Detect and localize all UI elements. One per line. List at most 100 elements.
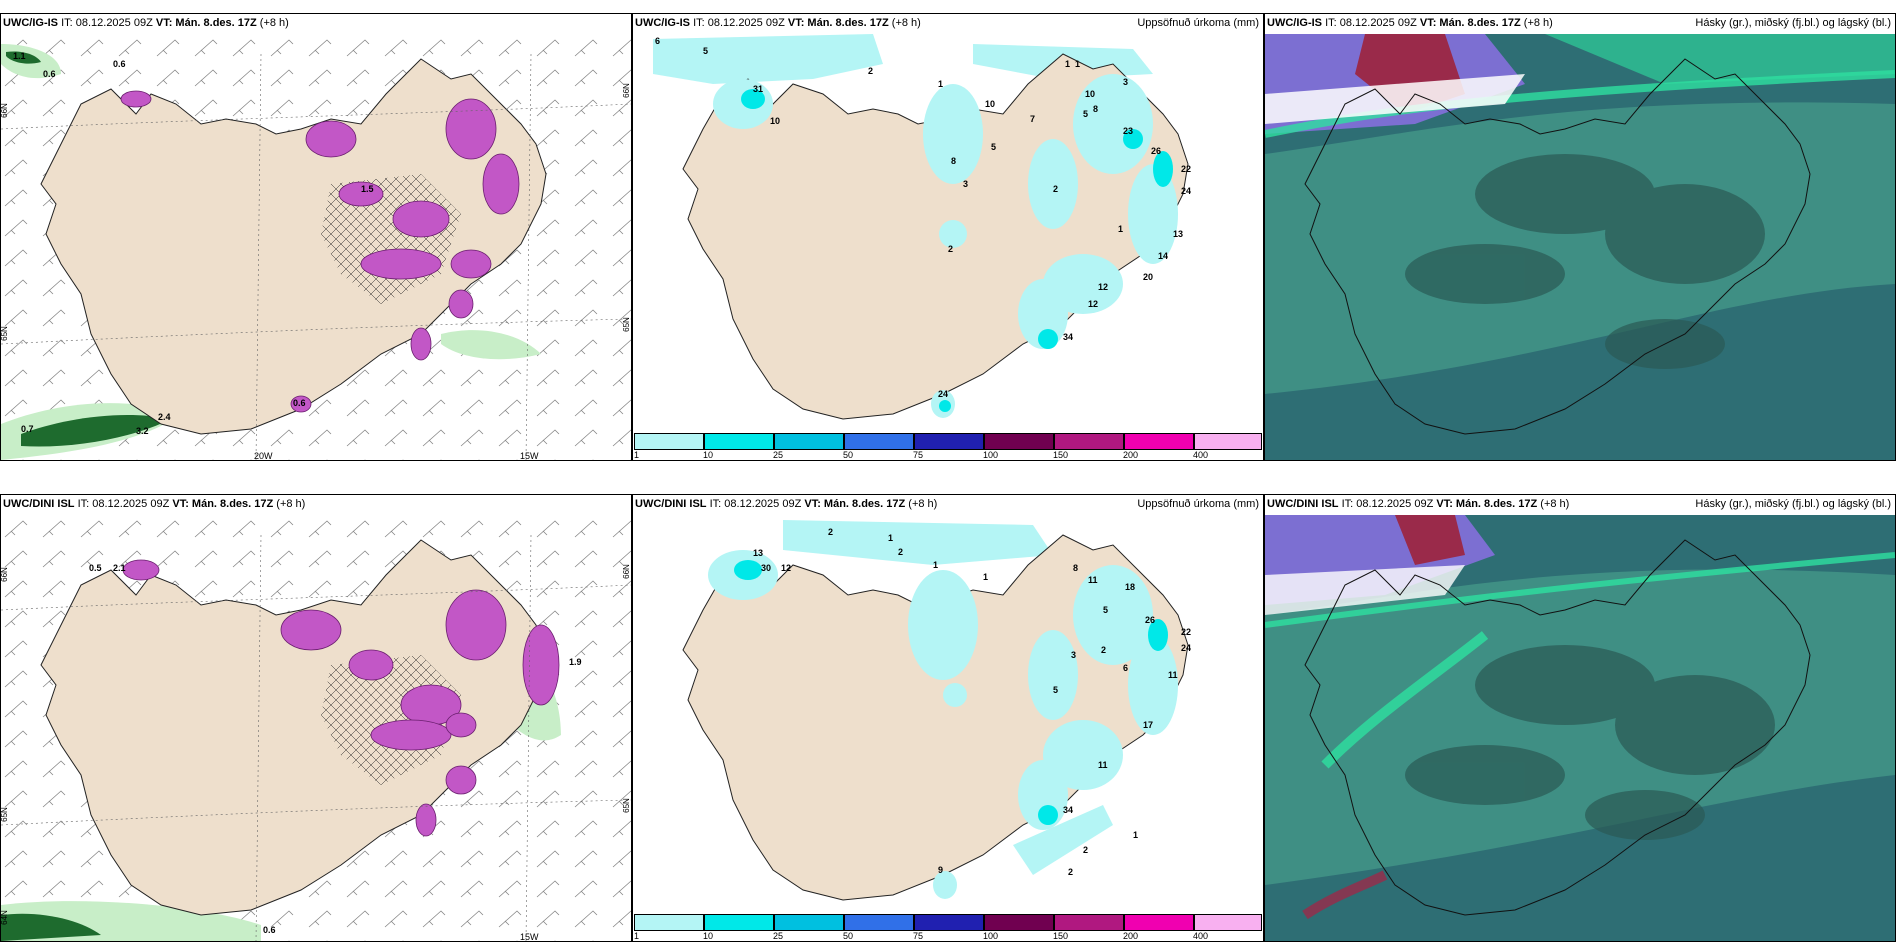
lat-label: 66N <box>621 564 631 579</box>
value-label: 10 <box>985 99 996 109</box>
value-label: 0.5 <box>89 563 102 573</box>
lat-label: 66N <box>0 567 9 582</box>
value-label: 2 <box>1053 184 1059 194</box>
lat-label: 65N <box>0 326 9 341</box>
value-label: 31 <box>753 84 764 94</box>
colorbar-swatch <box>844 433 914 450</box>
value-label: 2 <box>1083 845 1089 855</box>
precip-title: Uppsöfnuð úrkoma (mm) <box>1137 17 1259 29</box>
value-label: 2 <box>898 547 904 557</box>
lat-label: 65N <box>0 807 9 822</box>
value-label: 10 <box>770 116 781 126</box>
value-label: 22 <box>1181 627 1192 637</box>
wind-snow-panel-top: UWC/IG-IS IT: 08.12.2025 09Z VT: Mán. 8.… <box>0 13 632 461</box>
value-label: 0.6 <box>263 925 276 935</box>
value-label: 3 <box>1071 650 1077 660</box>
value-label: 0.6 <box>43 69 56 79</box>
value-label: 11 <box>1098 760 1108 770</box>
map-cloud <box>1265 34 1895 460</box>
value-label: 1 <box>1075 59 1081 69</box>
value-label: 1 <box>1065 59 1071 69</box>
colorbar-tick: 100 <box>983 450 999 460</box>
cloud-panel-top: UWC/IG-IS IT: 08.12.2025 09Z VT: Mán. 8.… <box>1264 13 1896 461</box>
colorbar-tick: 1 <box>634 450 640 460</box>
value-label: 1 <box>888 533 894 543</box>
value-label: 5 <box>1053 685 1059 695</box>
colorbar-tick: 25 <box>773 931 784 941</box>
value-label: 5 <box>1083 109 1089 119</box>
precip-panel-bottom: UWC/DINI ISL IT: 08.12.2025 09Z VT: Mán.… <box>632 494 1264 942</box>
value-label: 13 <box>1173 229 1184 239</box>
precip-title: Uppsöfnuð úrkoma (mm) <box>1137 498 1259 510</box>
map-precip <box>633 515 1263 915</box>
value-label: 5 <box>1103 605 1109 615</box>
map-wind-snow <box>1 34 631 460</box>
value-label: 8 <box>1093 104 1099 114</box>
value-label: 11 <box>1088 575 1098 585</box>
colorbar-tick: 75 <box>913 931 924 941</box>
precip-areas <box>713 74 1178 418</box>
colorbar-swatch <box>984 914 1054 931</box>
iceland-map <box>1 34 631 460</box>
wind-snow-panel-bottom: UWC/DINI ISL IT: 08.12.2025 09Z VT: Mán.… <box>0 494 632 942</box>
value-label: 3 <box>963 179 969 189</box>
colorbar-tick: 100 <box>983 931 999 941</box>
value-label: 2.1 <box>113 563 126 573</box>
colorbar-swatch <box>704 914 774 931</box>
value-label: 2 <box>828 527 834 537</box>
panel-title: UWC/IG-IS IT: 08.12.2025 09Z VT: Mán. 8.… <box>635 17 921 29</box>
value-label: 26 <box>1145 615 1156 625</box>
value-label: 8 <box>951 156 957 166</box>
colorbar-tick: 1 <box>634 931 640 941</box>
colorbar-tick: 400 <box>1193 931 1209 941</box>
value-label: 1 <box>933 560 939 570</box>
colorbar-swatch <box>1124 914 1194 931</box>
lat-label: 66N <box>621 83 631 98</box>
value-label: 9 <box>938 865 944 875</box>
value-label: 30 <box>761 563 772 573</box>
value-label: 22 <box>1181 164 1192 174</box>
value-label: 12 <box>1098 282 1109 292</box>
value-label: 12 <box>1088 299 1099 309</box>
colorbar-swatch <box>914 433 984 450</box>
colorbar-swatch <box>1194 914 1262 931</box>
colorbar-swatch <box>704 433 774 450</box>
colorbar: 1 10 25 50 75 100 150 200 400 <box>634 914 1262 941</box>
cloud-panel-bottom: UWC/DINI ISL IT: 08.12.2025 09Z VT: Mán.… <box>1264 494 1896 942</box>
value-label: 3.2 <box>136 426 149 436</box>
lat-label: 64N <box>0 910 9 925</box>
value-label: 24 <box>1181 643 1192 653</box>
panel-title: UWC/IG-IS IT: 08.12.2025 09Z VT: Mán. 8.… <box>1267 17 1553 29</box>
precip-areas <box>708 550 1178 899</box>
value-label: 24 <box>938 389 949 399</box>
lat-label: 65N <box>621 798 631 813</box>
value-label: 11 <box>1168 670 1178 680</box>
value-label: 2 <box>948 244 954 254</box>
iceland-map <box>1 515 631 941</box>
colorbar-swatch <box>774 914 844 931</box>
colorbar-swatch <box>1054 914 1124 931</box>
map-wind-snow <box>1 515 631 941</box>
value-label: 23 <box>1123 126 1134 136</box>
value-label: 20 <box>1143 272 1154 282</box>
precip-heavy <box>741 89 1173 412</box>
value-label: 34 <box>1063 332 1074 342</box>
cloud-patches <box>1405 154 1765 369</box>
value-label: 14 <box>1158 251 1169 261</box>
value-label: 2 <box>868 66 874 76</box>
colorbar-tick: 75 <box>913 450 924 460</box>
value-label: 0.6 <box>113 59 126 69</box>
colorbar-swatch <box>1194 433 1262 450</box>
value-label: 1 <box>983 572 989 582</box>
lat-label: 66N <box>0 103 9 118</box>
panel-title: UWC/IG-IS IT: 08.12.2025 09Z VT: Mán. 8.… <box>3 17 289 29</box>
map-precip <box>633 34 1263 434</box>
value-label: 2.4 <box>158 412 171 422</box>
colorbar-tick: 25 <box>773 450 784 460</box>
precip-heavy <box>734 560 1168 825</box>
value-label: 6 <box>655 36 661 46</box>
cloud-title: Hásky (gr.), miðský (fj.bl.) og lágský (… <box>1695 17 1891 29</box>
value-label: 34 <box>1063 805 1074 815</box>
precip-panel-top: UWC/IG-IS IT: 08.12.2025 09Z VT: Mán. 8.… <box>632 13 1264 461</box>
value-label: 24 <box>1181 186 1192 196</box>
